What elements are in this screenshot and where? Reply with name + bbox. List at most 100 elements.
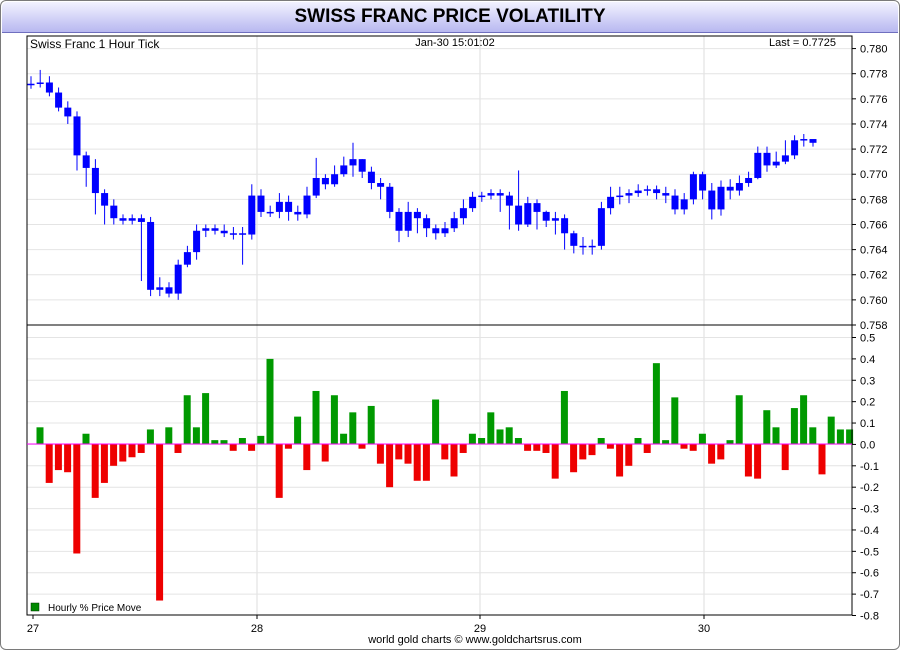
price-tick-label: 0.762 [860,270,888,282]
candle-body [781,155,789,162]
candle-body [441,228,449,234]
move-bar [790,408,798,445]
candle-body [285,201,293,212]
candle-body [496,193,504,196]
move-bar [533,444,541,451]
move-bar [754,444,762,479]
candle-body [625,193,633,196]
candle-body [607,196,615,209]
move-bar [294,416,302,445]
move-bar [64,444,72,473]
move-bar [514,438,522,445]
move-bar [542,444,550,453]
candle-body [27,83,35,86]
move-bar [211,440,219,445]
candle-body [349,159,357,166]
date-tick-label: 30 [698,623,710,635]
candle-body [137,218,145,222]
candle-body [147,221,155,290]
candle-body [331,174,339,185]
move-bar [330,395,338,445]
price-candles [27,69,817,300]
move-bar [192,427,200,445]
move-bar [36,427,44,445]
move-tick-label: 0.0 [860,439,875,451]
move-bar [809,427,817,445]
move-bar [284,444,292,449]
candle-body [275,201,283,212]
move-bar [321,444,329,462]
move-bar [386,444,394,488]
candle-body [64,107,72,117]
move-bar [119,444,127,462]
candle-body [643,189,651,191]
candle-body [616,195,624,198]
move-tick-label: 0.1 [860,418,875,430]
header-right: Last = 0.7725 [769,37,836,49]
move-bar [698,433,706,445]
move-tick-label: -0.1 [860,461,879,473]
move-bar [505,427,513,445]
candle-body [423,218,431,229]
move-bar [349,412,357,445]
move-bar [763,410,771,445]
move-bar [266,358,274,445]
move-bar [450,444,458,477]
move-bar [174,444,182,453]
candle-body [717,186,725,210]
candle-body [542,211,550,221]
candle-body [55,92,63,108]
move-bar [836,429,844,445]
move-bar [220,440,228,445]
header-center: Jan-30 15:01:02 [415,37,495,49]
move-bar [671,397,679,445]
move-bar [100,444,108,483]
move-bar [73,444,81,554]
move-bar [487,412,495,445]
candle-body [680,199,688,210]
candle-body [413,211,421,219]
move-bar [468,433,476,445]
candle-body [110,205,118,219]
candle-body [809,139,817,143]
move-bar [634,438,642,445]
move-bar [643,444,651,453]
move-bar [110,444,118,466]
date-axis: 27 28 29 30 [27,615,710,635]
move-axis: 0.5 0.4 0.3 0.2 0.1 0.0 -0.1 -0.2 -0.3 -0.4 -0.5 -0… [852,333,879,623]
move-tick-label: -0.5 [860,546,879,558]
candle-body [193,230,201,253]
candle-body [386,186,394,212]
move-bar [625,444,633,466]
candle-body [358,159,366,172]
move-bar [413,444,421,481]
move-bar [248,444,256,451]
move-bar [606,444,614,449]
candle-body [73,116,81,156]
candle-body [754,152,762,178]
candle-body [597,208,605,246]
candle-body [735,183,743,191]
move-bar [846,429,854,445]
candle-body [634,190,642,194]
move-tick-label: 0.4 [860,354,875,366]
price-axis: 0.780 0.778 0.776 0.774 0.772 0.770 0.768 0.766… [852,44,888,332]
candle-body [45,82,53,93]
move-bar [800,395,808,445]
move-bar [441,444,449,460]
move-bar [376,444,384,464]
price-tick-label: 0.766 [860,219,888,231]
move-bar [772,427,780,445]
move-tick-label: -0.3 [860,504,879,516]
move-bar [395,444,403,460]
candle-body [653,189,661,194]
legend-label: Hourly % Price Move [48,603,142,614]
candle-body [404,211,412,231]
move-tick-label: -0.8 [860,611,879,623]
move-bar [257,435,265,445]
candle-body [367,171,375,184]
candle-body [726,186,734,191]
move-bar [202,393,210,445]
move-bar [717,444,725,460]
move-bar [91,444,99,498]
